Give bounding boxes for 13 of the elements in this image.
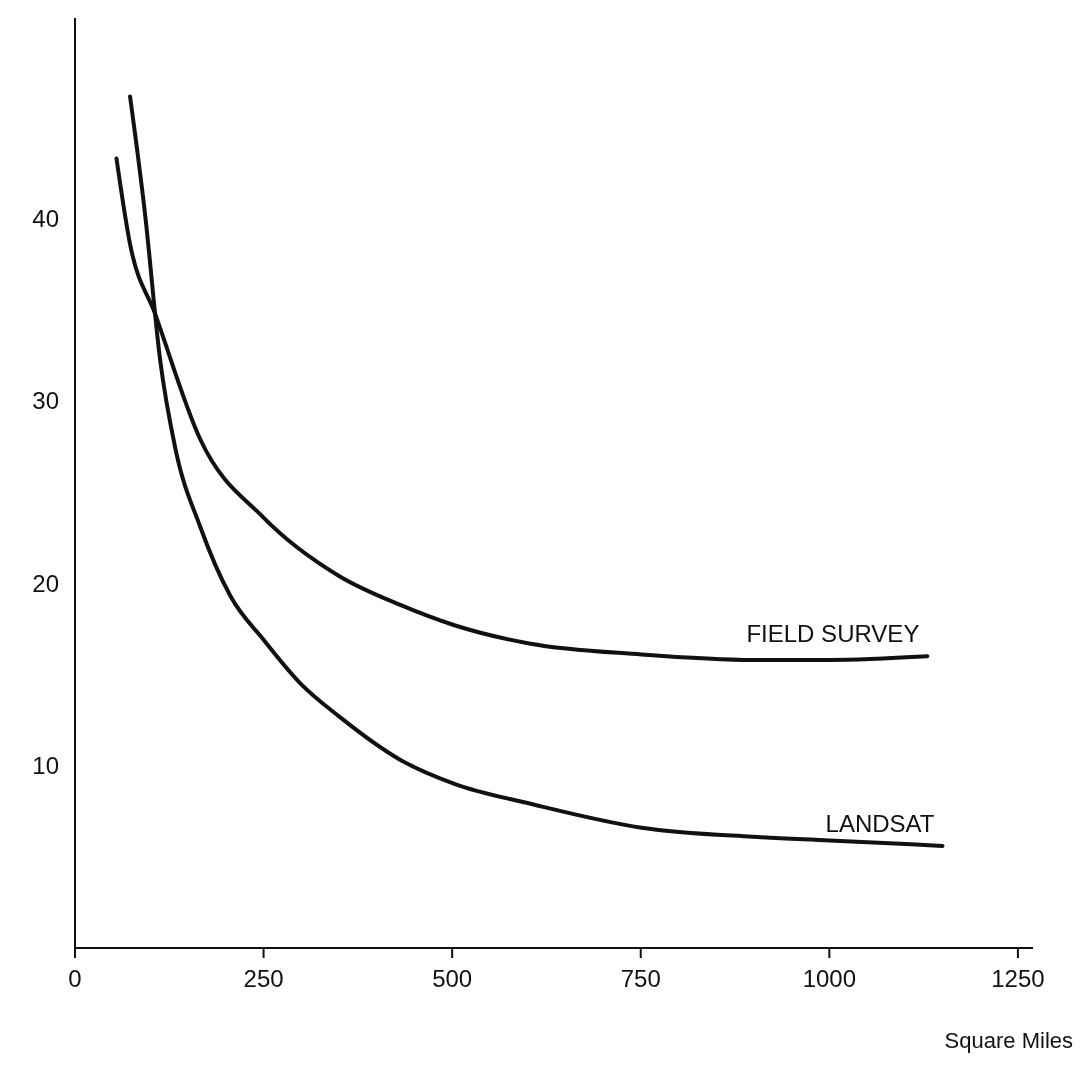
x-tick-label: 1000 xyxy=(802,965,857,993)
x-tick-label: 500 xyxy=(432,965,473,993)
x-axis-title: Square Miles xyxy=(944,1028,1073,1053)
x-tick-label: 0 xyxy=(68,965,82,993)
x-tick-label: 750 xyxy=(620,965,661,993)
y-tick-label: 30 xyxy=(32,387,59,415)
y-tick-label: 40 xyxy=(32,205,59,233)
x-tick-label: 250 xyxy=(243,965,284,993)
y-tick-label: 20 xyxy=(32,569,59,597)
x-tick-label: 1250 xyxy=(991,965,1045,993)
series-label: LANDSAT xyxy=(825,809,935,837)
y-tick-label: 10 xyxy=(32,752,59,780)
series-label: FIELD SURVEY xyxy=(746,620,920,648)
